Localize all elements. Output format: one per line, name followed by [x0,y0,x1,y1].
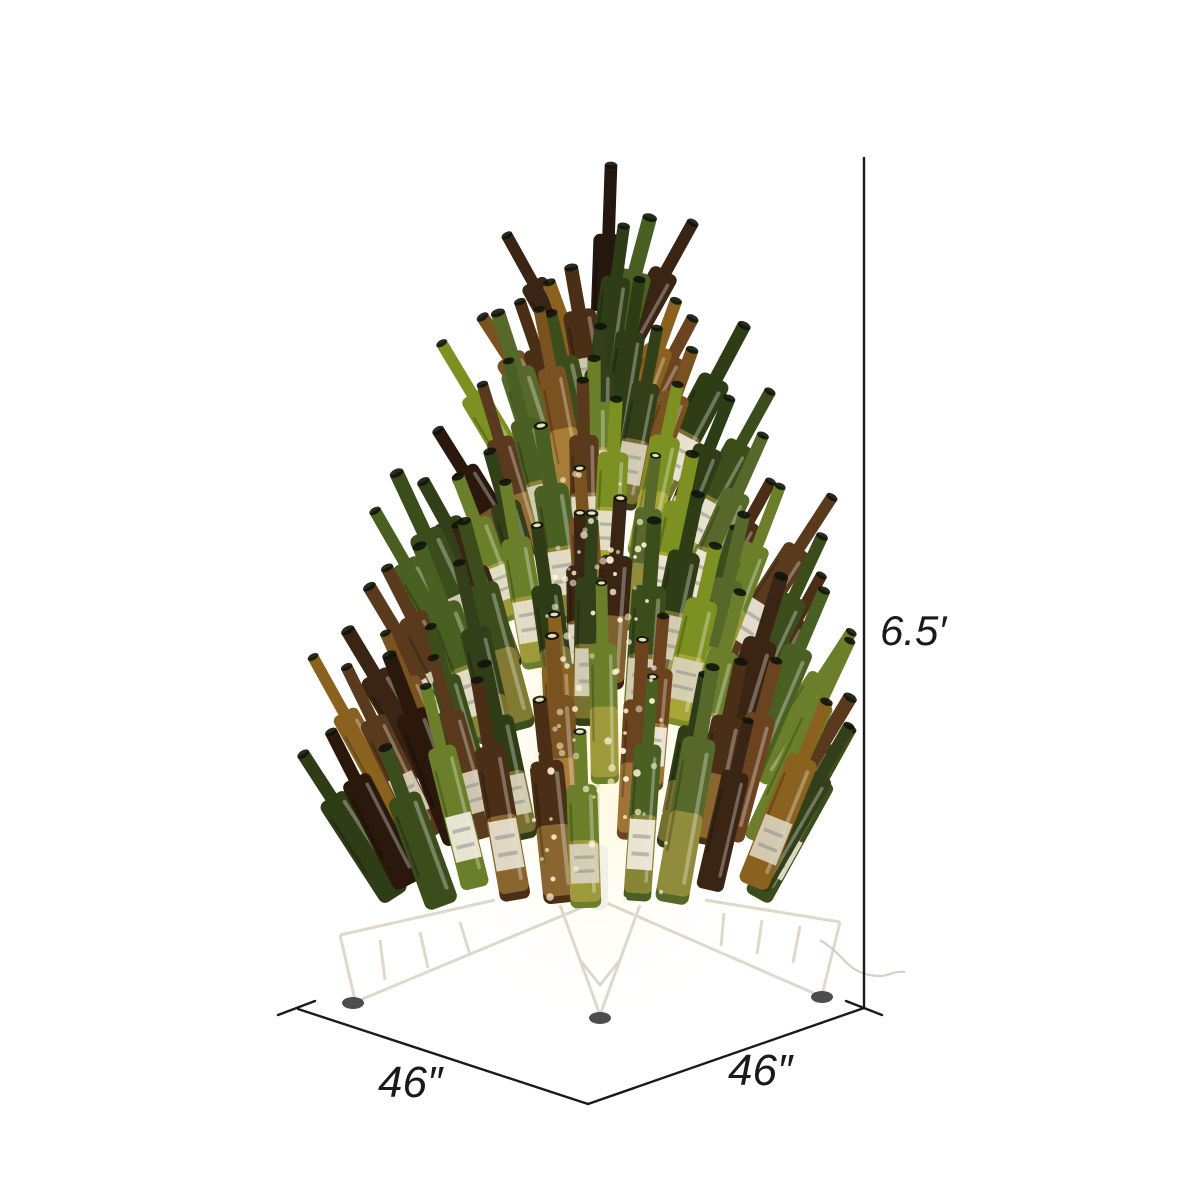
svg-text:46″: 46″ [378,1058,444,1107]
svg-text:46″: 46″ [728,1046,794,1095]
svg-text:6.5′: 6.5′ [880,607,948,654]
